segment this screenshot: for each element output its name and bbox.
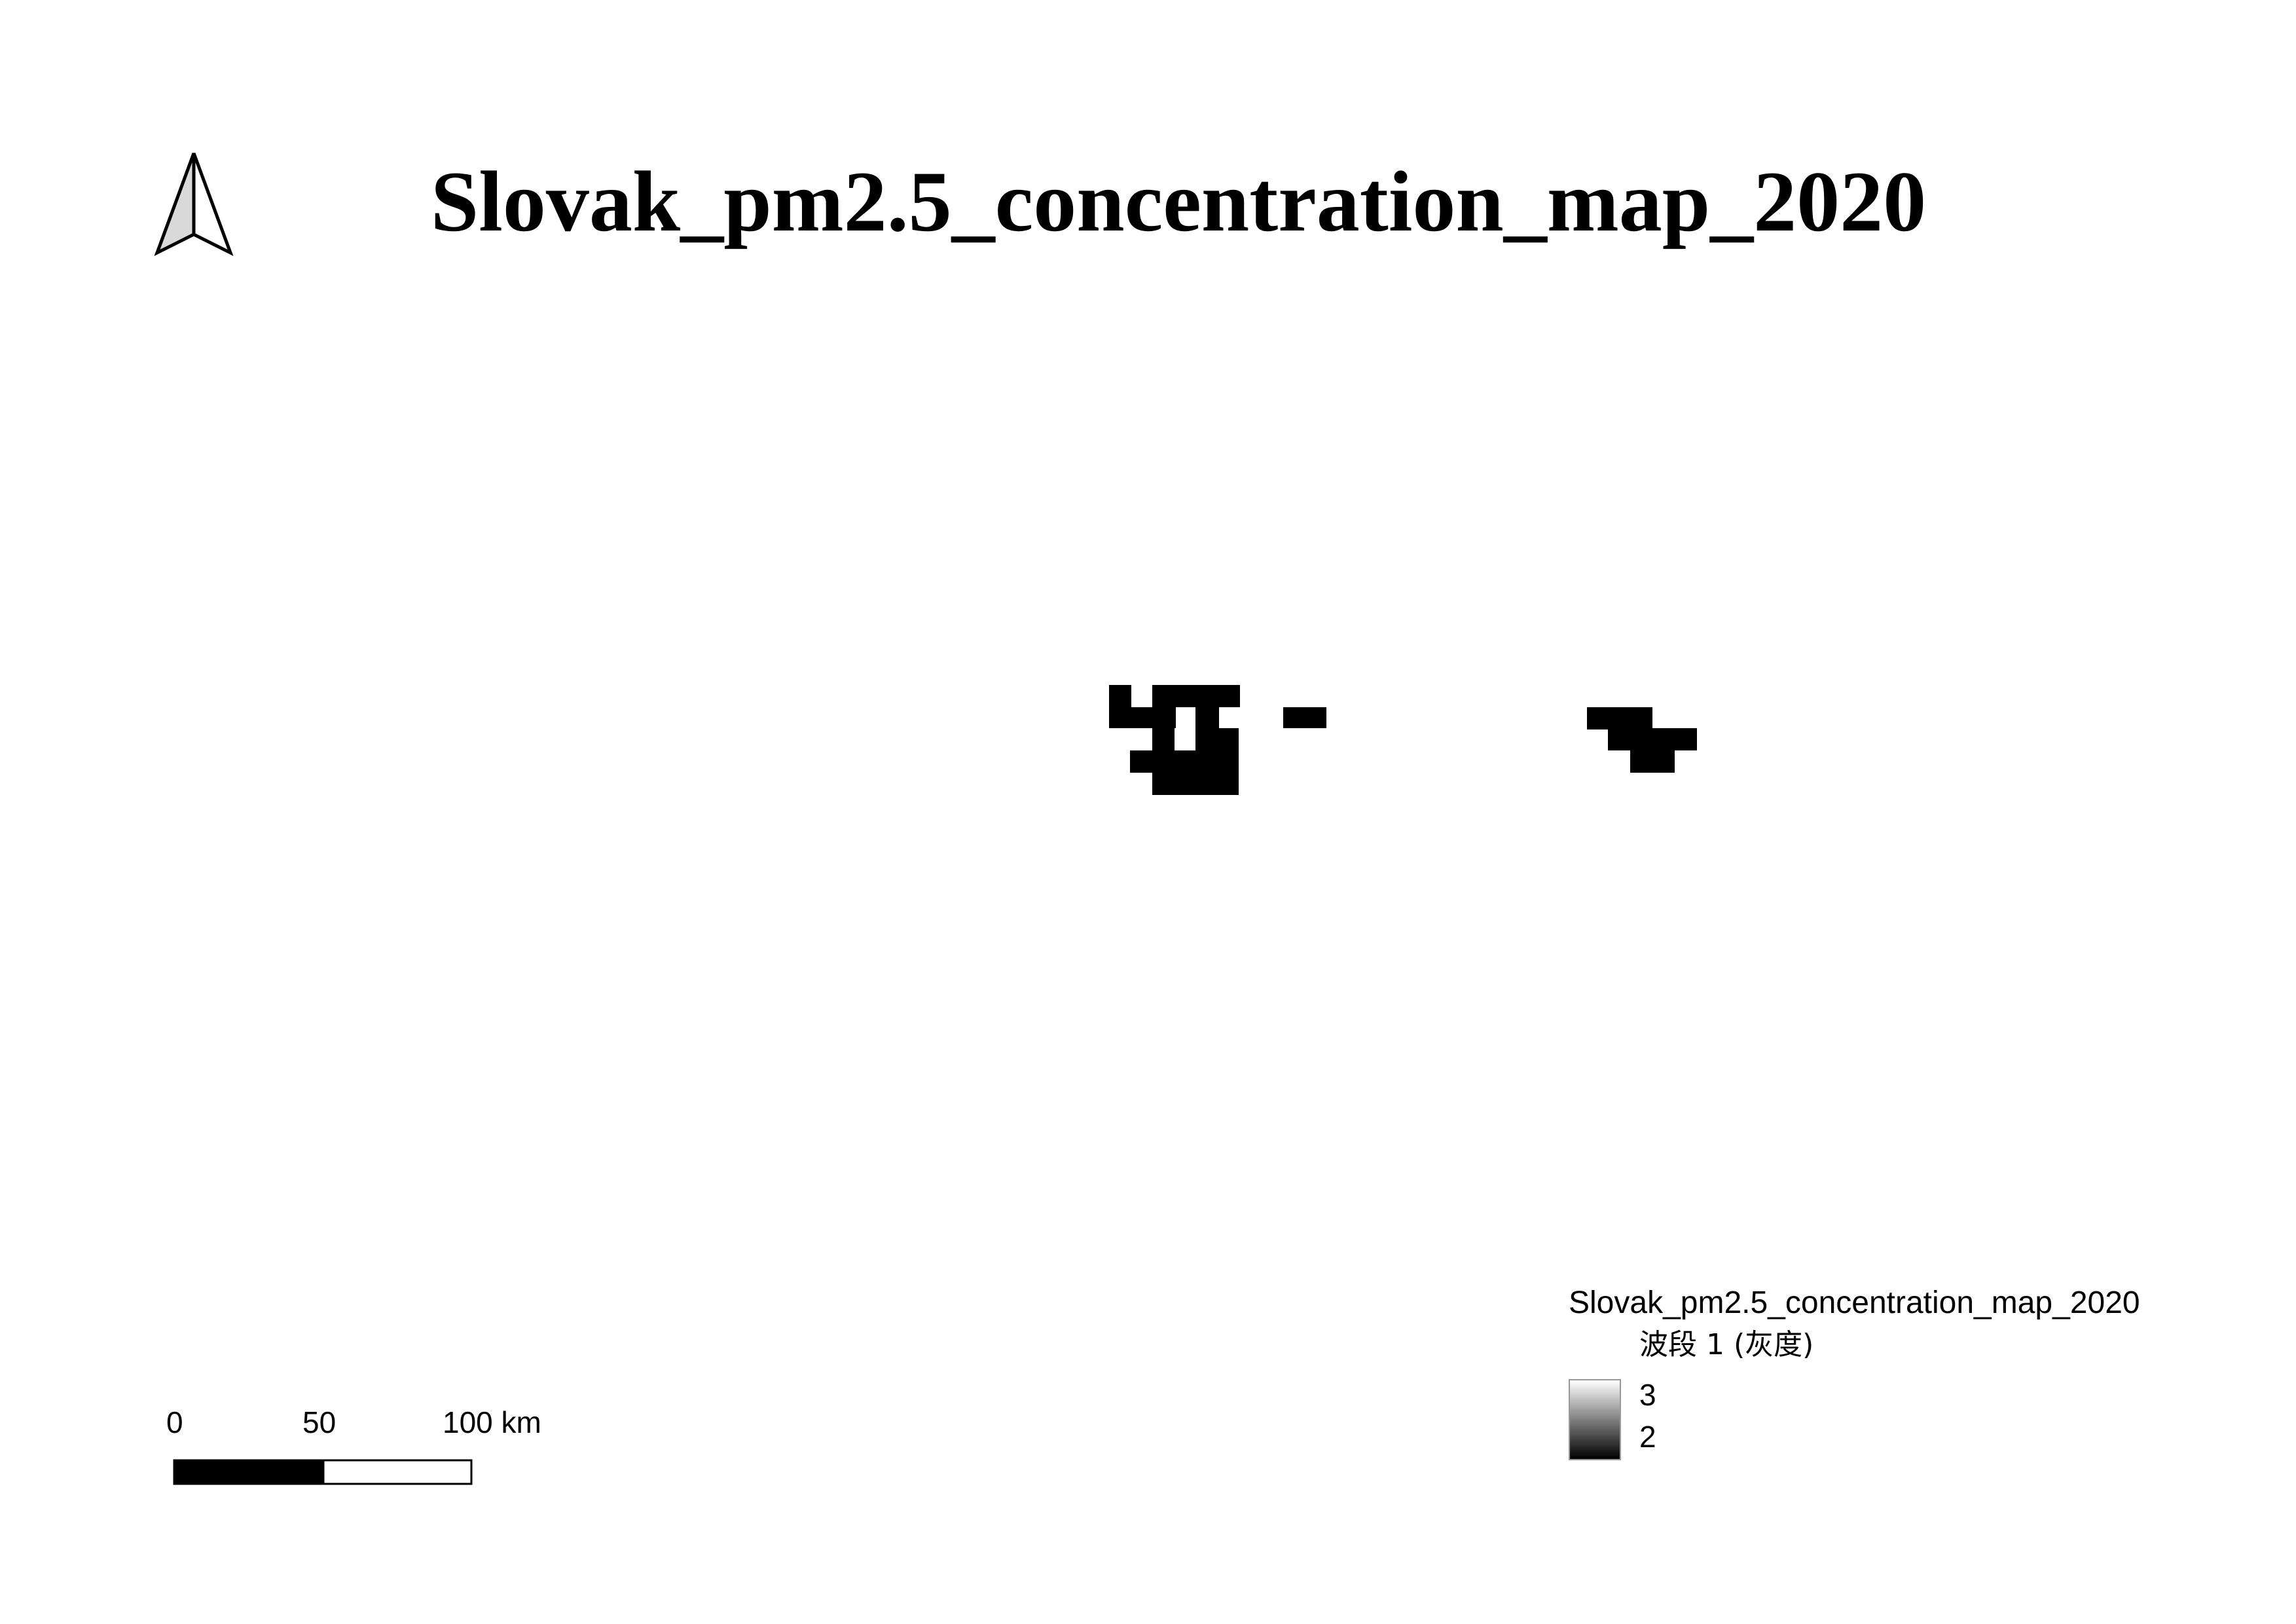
map-title: Slovak_pm2.5_concentration_map_2020	[430, 153, 1927, 249]
raster-cell	[1608, 728, 1697, 750]
north-arrow-icon	[154, 153, 234, 257]
legend: Slovak_pm2.5_concentration_map_2020 波段 1…	[1569, 1283, 2223, 1480]
raster-cell	[1152, 728, 1175, 750]
scale-bar	[173, 1459, 473, 1485]
raster-cell	[1109, 685, 1131, 728]
legend-min-value: 2	[1639, 1420, 1656, 1454]
scale-label-0: 0	[166, 1405, 183, 1439]
raster-cell	[1587, 707, 1652, 729]
raster-cell	[1630, 750, 1675, 773]
scale-label-100-km: 100 km	[443, 1405, 541, 1439]
legend-layer-name: Slovak_pm2.5_concentration_map_2020	[1569, 1285, 2140, 1320]
scale-bar-segment-filled	[173, 1459, 325, 1485]
raster-cell	[1283, 707, 1326, 728]
raster-cell	[1195, 707, 1219, 728]
scale-label-50: 50	[302, 1405, 337, 1439]
legend-max-value: 3	[1639, 1378, 1656, 1412]
legend-color-ramp	[1569, 1379, 1621, 1460]
raster-cell	[1130, 750, 1239, 773]
raster-cell	[1152, 685, 1176, 728]
raster-cell	[1195, 728, 1239, 750]
legend-band-label: 波段 1 (灰度)	[1639, 1328, 1814, 1361]
raster-cell	[1152, 773, 1239, 795]
scale-bar-segment-empty	[322, 1459, 473, 1485]
